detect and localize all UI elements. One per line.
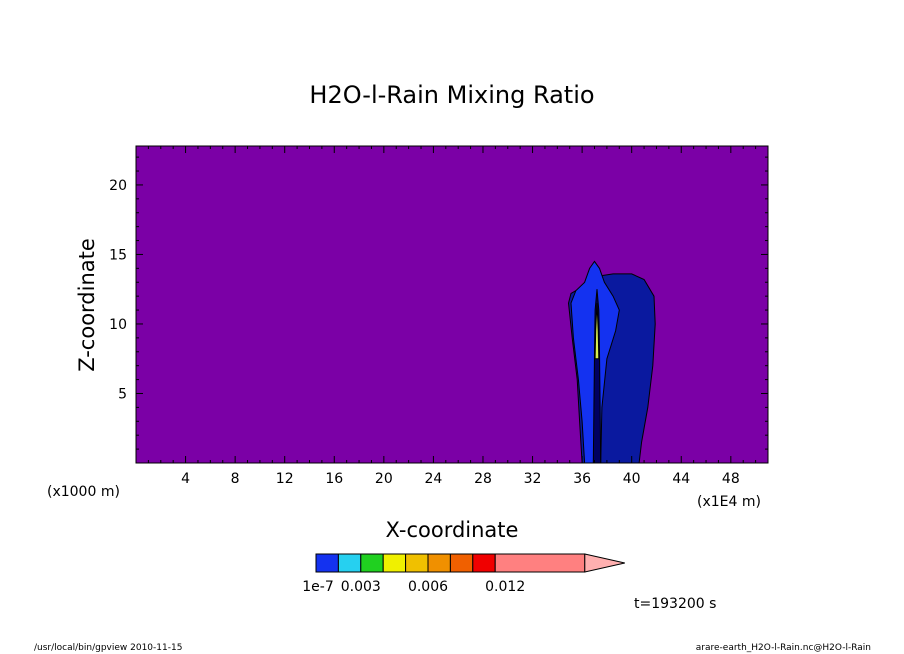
chart-title: H2O-l-Rain Mixing Ratio bbox=[309, 81, 594, 109]
footer-left: /usr/local/bin/gpview 2010-11-15 bbox=[34, 643, 182, 653]
colorbar-swatch bbox=[337, 553, 362, 573]
x-tick-label: 24 bbox=[424, 471, 442, 487]
colorbar-swatch bbox=[405, 553, 429, 573]
colorbar-swatch bbox=[315, 553, 339, 573]
x-tick-label: 20 bbox=[375, 471, 393, 487]
x-tick-label: 32 bbox=[524, 471, 542, 487]
x-tick-label: 12 bbox=[276, 471, 294, 487]
contour-core-light bbox=[594, 303, 600, 360]
footer-right: arare-earth_H2O-l-Rain.nc@H2O-l-Rain bbox=[696, 643, 871, 653]
x-axis-label: X-coordinate bbox=[386, 518, 519, 542]
colorbar-swatch bbox=[472, 553, 496, 573]
colorbar-swatch bbox=[427, 553, 451, 573]
colorbar-label: 0.012 bbox=[485, 579, 525, 595]
x-axis-ticks: 4 8 12 16 20 24 28 32 36 40 44 48 bbox=[147, 146, 757, 487]
plot-background bbox=[136, 146, 768, 463]
contour-core-dark bbox=[592, 289, 602, 464]
colorbar-label: 0.006 bbox=[408, 579, 448, 595]
colorbar-swatch bbox=[494, 553, 586, 573]
colorbar-swatch bbox=[382, 553, 407, 573]
x-tick-label: 36 bbox=[573, 471, 591, 487]
colorbar-swatch bbox=[360, 553, 384, 573]
plot-frame bbox=[135, 145, 769, 464]
y-tick-label: 20 bbox=[109, 178, 127, 194]
y-axis-label: Z-coordinate bbox=[75, 238, 99, 372]
y-tick-label: 5 bbox=[118, 386, 127, 402]
x-tick-label: 44 bbox=[672, 471, 690, 487]
time-label: t=193200 s bbox=[634, 596, 716, 612]
x-tick-label: 28 bbox=[474, 471, 492, 487]
contour-layer bbox=[567, 260, 656, 464]
colorbar-swatch bbox=[449, 553, 474, 573]
colorbar: 1e-7 0.003 0.006 0.012 bbox=[302, 553, 625, 595]
y-axis-unit: (x1000 m) bbox=[47, 484, 120, 500]
colorbar-label: 1e-7 bbox=[302, 579, 333, 595]
x-tick-label: 48 bbox=[722, 471, 740, 487]
colorbar-arrow bbox=[584, 553, 625, 573]
x-tick-label: 8 bbox=[231, 471, 240, 487]
x-axis-unit: (x1E4 m) bbox=[697, 494, 761, 510]
y-axis-ticks: 5 10 15 20 bbox=[109, 156, 768, 450]
y-tick-label: 10 bbox=[109, 317, 127, 333]
colorbar-label: 0.003 bbox=[341, 579, 381, 595]
y-tick-label: 15 bbox=[109, 247, 127, 263]
x-tick-label: 40 bbox=[623, 471, 641, 487]
x-tick-label: 16 bbox=[325, 471, 343, 487]
x-tick-label: 4 bbox=[181, 471, 190, 487]
